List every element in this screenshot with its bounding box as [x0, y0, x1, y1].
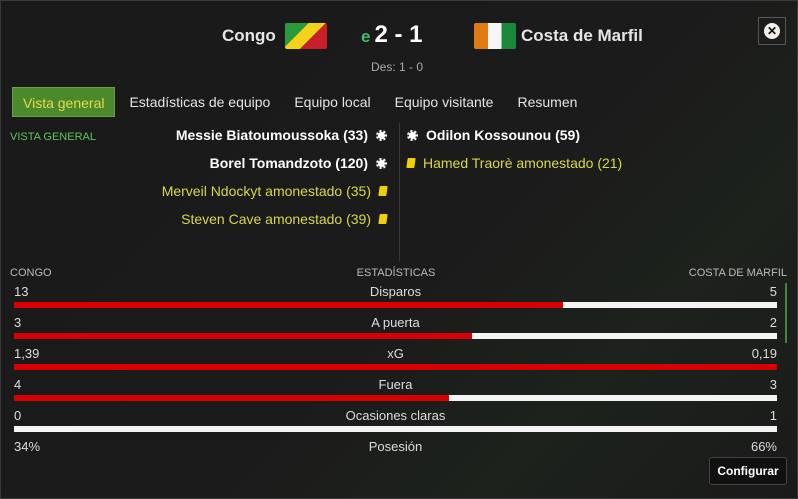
congo-flag	[285, 23, 327, 49]
home-event: Merveil Ndockyt amonestado (35)	[161, 177, 388, 205]
stat-home-value: 4	[14, 377, 22, 392]
stat-bar	[14, 395, 777, 401]
tab-bar: Vista general Estadísticas de equipo Equ…	[12, 87, 591, 117]
stat-row: 1,39 xG 0,19	[14, 346, 777, 372]
tab-summary[interactable]: Resumen	[517, 94, 578, 110]
event-text: Merveil Ndockyt amonestado (35)	[161, 183, 371, 199]
tab-team-stats[interactable]: Estadísticas de equipo	[129, 94, 271, 110]
extra-time-marker: e	[361, 27, 371, 46]
configure-button[interactable]: Configurar	[709, 457, 787, 485]
score-value: 2 - 1	[374, 21, 423, 48]
stat-label: Ocasiones claras	[345, 408, 446, 423]
stat-away-value: 66%	[750, 439, 777, 454]
stat-bar-home-fill	[14, 302, 564, 308]
home-event: Messie Biatoumoussoka (33)	[176, 121, 387, 149]
yellow-card-icon	[378, 214, 388, 224]
tab-home-team[interactable]: Equipo local	[294, 94, 371, 110]
stat-label: A puerta	[371, 315, 420, 330]
stat-away-value: 2	[769, 315, 777, 330]
stat-home-value: 0	[14, 408, 22, 423]
stat-home-value: 34%	[14, 439, 41, 454]
tab-overview[interactable]: Vista general	[12, 87, 116, 117]
stat-label: xG	[387, 346, 404, 361]
stat-bar	[14, 426, 777, 432]
stat-bar-home-fill	[14, 333, 472, 339]
stat-home-value: 13	[14, 284, 29, 299]
stat-row: 13 Disparos 5	[14, 284, 777, 310]
tab-away-team[interactable]: Equipo visitante	[394, 94, 494, 110]
stat-bar-home-fill	[14, 395, 449, 401]
stat-bar	[14, 364, 777, 370]
stat-away-value: 5	[769, 284, 777, 299]
stat-home-value: 3	[14, 315, 22, 330]
home-team-name: Congo	[222, 26, 276, 45]
events-divider	[399, 123, 400, 261]
ivory-coast-flag	[474, 23, 516, 49]
stat-label: Disparos	[369, 284, 422, 299]
scrollbar[interactable]	[785, 283, 787, 343]
stat-row: 0 Ocasiones claras 1	[14, 408, 777, 434]
halftime-score: Des: 1 - 0	[371, 60, 424, 74]
event-text: Odilon Kossounou (59)	[426, 127, 580, 143]
event-text: Hamed Traorè amonestado (21)	[423, 155, 623, 171]
away-event: Hamed Traorè amonestado (21)	[406, 149, 623, 177]
stat-away-value: 1	[769, 408, 777, 423]
event-text: Steven Cave amonestado (39)	[181, 211, 371, 227]
stat-away-value: 3	[769, 377, 777, 392]
stats-title: ESTADÍSTICAS	[356, 267, 436, 279]
yellow-card-icon	[406, 158, 416, 168]
stat-home-value: 1,39	[14, 346, 40, 361]
stat-label: Posesión	[368, 439, 423, 454]
away-team-name: Costa de Marfil	[521, 26, 643, 45]
stat-row: 4 Fuera 3	[14, 377, 777, 403]
stat-bar	[14, 333, 777, 339]
stats-away-header: COSTA DE MARFIL	[688, 267, 787, 279]
goal-ball-icon	[376, 129, 387, 141]
stat-away-value: 0,19	[751, 346, 777, 361]
goal-ball-icon	[376, 157, 387, 169]
goal-ball-icon	[407, 129, 418, 141]
away-event: Odilon Kossounou (59)	[407, 121, 580, 149]
stat-bar	[14, 302, 777, 308]
event-text: Messie Biatoumoussoka (33)	[175, 127, 368, 143]
home-event: Steven Cave amonestado (39)	[181, 205, 388, 233]
home-event: Borel Tomandzoto (120)	[210, 149, 387, 177]
event-text: Borel Tomandzoto (120)	[209, 155, 368, 171]
close-button[interactable]: ✕	[758, 17, 786, 45]
close-icon: ✕	[764, 23, 780, 39]
stats-home-header: CONGO	[10, 267, 52, 279]
stat-row: 34% Posesión 66%	[14, 439, 777, 465]
stat-bar-home-fill	[14, 364, 777, 370]
stat-label: Fuera	[378, 377, 413, 392]
yellow-card-icon	[378, 186, 388, 196]
stat-row: 3 A puerta 2	[14, 315, 777, 341]
section-label: VISTA GENERAL	[10, 131, 96, 143]
